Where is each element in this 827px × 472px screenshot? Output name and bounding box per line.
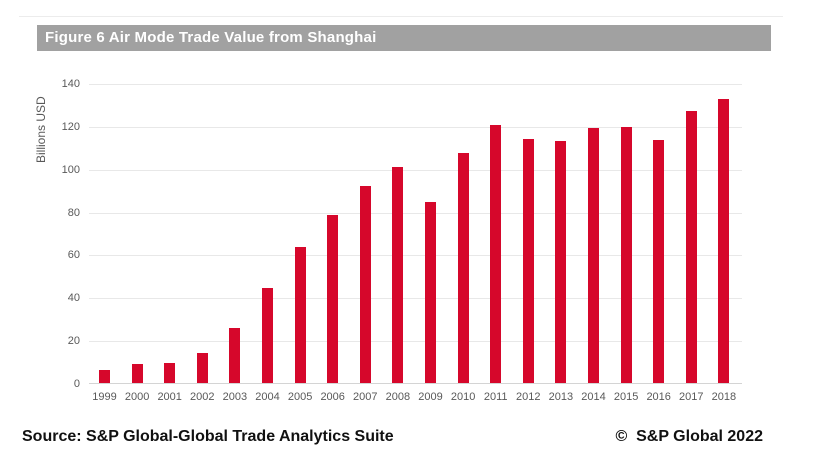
gridline-120: [89, 126, 742, 128]
bar-2015: [620, 126, 632, 383]
bar-2007: [359, 185, 371, 383]
x-tick-label-2009: 2009: [418, 391, 443, 403]
source-note: Source: S&P Global-Global Trade Analytic…: [22, 428, 394, 445]
x-tick-label-2004: 2004: [255, 391, 280, 403]
copyright-note: © S&P Global 2022: [615, 428, 763, 445]
x-tick-label-2013: 2013: [548, 391, 574, 403]
bar-2013: [555, 140, 567, 383]
gridline-20: [89, 341, 742, 343]
x-tick-label-2002: 2002: [190, 391, 215, 403]
bar-2012: [522, 138, 534, 383]
top-divider: [19, 16, 783, 17]
y-tick-label: 60: [67, 249, 80, 262]
gridline-60: [89, 255, 742, 257]
figure-title: Figure 6 Air Mode Trade Value from Shang…: [45, 29, 377, 46]
plot-area: 1999 2000 2001 2002 2003 2004 2005 2006 2007 2008…: [89, 84, 742, 403]
gridline-100: [89, 169, 742, 171]
x-tick-label-2001: 2001: [157, 391, 182, 403]
x-tick-label-2016: 2016: [646, 391, 671, 403]
x-tick-label-2003: 2003: [222, 391, 248, 403]
y-tick-label: 140: [61, 78, 80, 90]
x-tick-label-2011: 2011: [483, 391, 508, 403]
y-tick-label: 40: [67, 292, 80, 305]
y-tick-label: 80: [67, 206, 80, 219]
bar-2005: [294, 246, 306, 383]
bar-2014: [588, 127, 599, 383]
bar-1999: [99, 370, 110, 383]
bar-2003: [229, 328, 241, 383]
y-axis-ticks: 0 20 40 60 80 100 120 140: [40, 78, 80, 390]
x-tick-label-2007: 2007: [353, 391, 378, 403]
x-axis-line: [89, 383, 742, 384]
bar-2001: [164, 362, 176, 383]
x-tick-label-2012: 2012: [516, 391, 541, 403]
x-tick-label-2015: 2015: [613, 391, 639, 403]
y-tick-label: 20: [67, 335, 80, 348]
gridline-40: [89, 298, 742, 300]
y-tick-label: 100: [61, 163, 80, 176]
bar-2006: [327, 214, 339, 383]
x-tick-label-1999: 1999: [92, 391, 117, 403]
x-tick-label-2005: 2005: [287, 391, 313, 403]
x-tick-label-2008: 2008: [385, 391, 411, 403]
bar-2009: [425, 201, 436, 383]
x-tick-label-2000: 2000: [124, 391, 150, 403]
y-tick-label: 0: [73, 378, 80, 390]
x-tick-label-2006: 2006: [320, 391, 345, 403]
footer: Source: S&P Global-Global Trade Analytic…: [22, 428, 763, 446]
bar-2016: [653, 139, 665, 383]
bar-2002: [196, 352, 208, 383]
bar-2011: [490, 124, 502, 383]
bar-2017: [685, 110, 697, 383]
y-tick-label: 120: [61, 120, 80, 133]
gridline-80: [89, 212, 742, 214]
bar-2000: [131, 363, 143, 383]
bar-2010: [457, 152, 469, 383]
bar-2008: [392, 166, 404, 383]
x-tick-label-2018: 2018: [711, 391, 737, 403]
bar-2004: [262, 287, 273, 383]
bar-2018: [718, 99, 730, 383]
x-tick-label-2014: 2014: [581, 391, 606, 403]
gridline-140: [89, 84, 742, 85]
x-tick-label-2010: 2010: [450, 391, 476, 403]
x-tick-label-2017: 2017: [679, 391, 704, 403]
figure-title-bar: Figure 6 Air Mode Trade Value from Shang…: [37, 25, 771, 51]
